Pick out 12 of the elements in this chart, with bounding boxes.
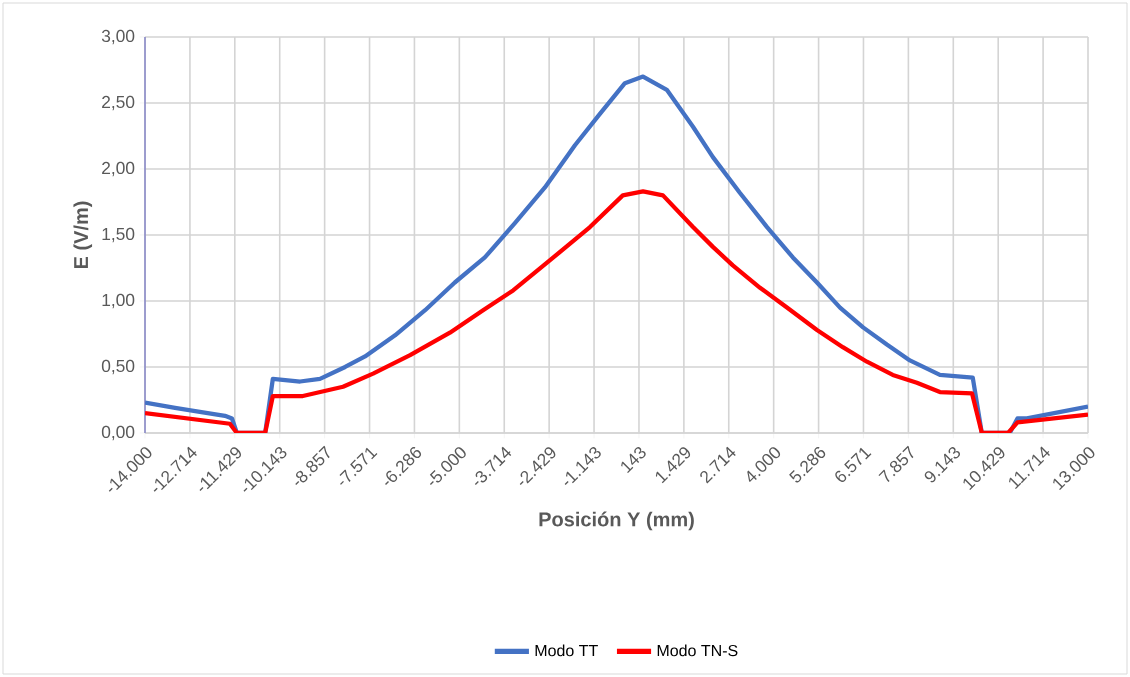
legend-label: Modo TN-S	[657, 644, 738, 657]
x-axis-title: Posición Y (mm)	[539, 511, 694, 531]
y-tick-label: 1,00	[102, 293, 135, 309]
y-tick-label: 2,50	[102, 95, 135, 111]
y-tick-label: 0,50	[101, 359, 135, 375]
y-tick-label: 2,00	[102, 161, 135, 177]
y-tick-label: 0,00	[101, 425, 135, 441]
y-tick-label: 1,50	[102, 227, 135, 243]
y-axis-title: E (V/m)	[73, 201, 93, 269]
y-tick-label: 3,00	[101, 29, 135, 45]
legend-label: Modo TT	[535, 644, 598, 657]
x-tick-label: 143	[621, 447, 646, 474]
